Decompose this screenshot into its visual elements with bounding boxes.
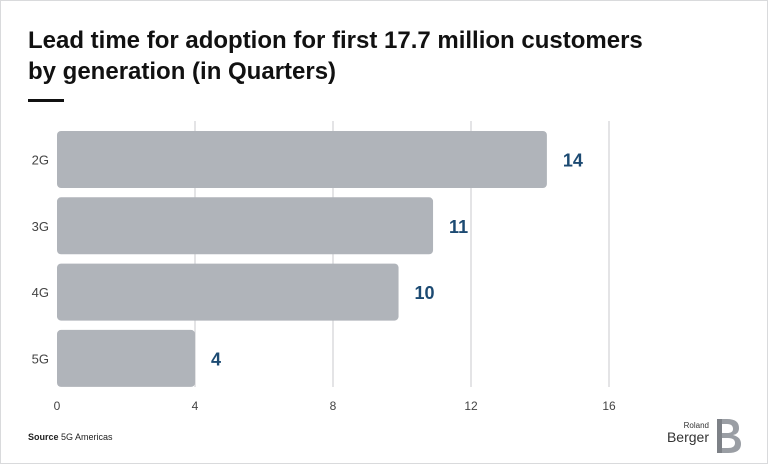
x-tick-label: 4 [192, 399, 199, 413]
logo-roland-text: Roland [683, 421, 709, 430]
x-tick-label: 8 [330, 399, 337, 413]
source-label: Source [28, 432, 59, 442]
bar-chart: 0 4 8 12 16 2G 14 3G 11 4G 10 5G 4 [32, 121, 616, 414]
value-label: 11 [449, 217, 468, 237]
bar [57, 263, 399, 321]
bar [57, 131, 547, 188]
source-note: Source 5G Americas [28, 432, 113, 442]
value-label: 10 [415, 283, 435, 303]
category-label: 3G [32, 219, 49, 234]
labels: 0 4 8 12 16 2G 14 3G 11 4G 10 5G 4 [32, 151, 616, 414]
category-label: 4G [32, 285, 49, 300]
logo-b-mark-icon [717, 419, 741, 453]
bar [57, 329, 195, 387]
value-label: 14 [563, 151, 583, 171]
source-text: 5G Americas [61, 432, 113, 442]
x-tick-label: 12 [464, 399, 478, 413]
logo-berger-text: Berger [666, 429, 709, 445]
title-underline [28, 99, 64, 102]
bars [57, 131, 547, 387]
bar [57, 197, 434, 255]
roland-berger-logo: Roland Berger [666, 415, 745, 455]
value-label: 4 [211, 349, 221, 369]
x-tick-label: 0 [54, 399, 61, 413]
chart-title: Lead time for adoption for first 17.7 mi… [28, 27, 643, 85]
category-label: 2G [32, 153, 49, 168]
category-label: 5G [32, 351, 49, 366]
x-tick-label: 16 [602, 399, 616, 413]
